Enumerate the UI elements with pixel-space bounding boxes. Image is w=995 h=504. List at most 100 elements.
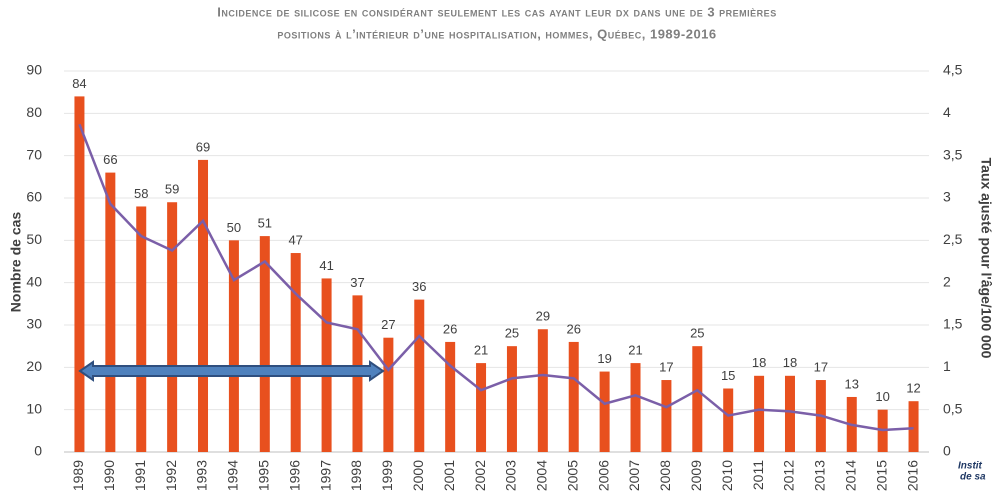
x-tick-label: 1999 [379,460,395,491]
y2-tick-label: 3,5 [943,146,963,162]
x-tick-label: 2013 [812,460,828,491]
bar [445,341,456,452]
line [78,123,914,432]
x-tick-label: 1990 [101,460,117,491]
y2-tick-label: 1,5 [943,316,963,332]
x-tick-label: 2004 [534,460,550,491]
y2-axis-label: Taux ajusté pour l'âge/100 000 [978,158,994,359]
x-tick-label: 1996 [286,460,302,491]
data-label: 41 [319,258,333,273]
bar [506,346,517,452]
y2-tick-label: 0,5 [943,400,963,416]
period-arrow [78,360,385,382]
chart-title: Incidence de silicose en considérant seu… [217,4,776,19]
x-tick-label: 1991 [132,460,148,491]
logo-text: Instit [958,461,983,472]
bar [259,236,270,452]
x-tick-label: 2016 [904,460,920,491]
y-axis-label: Nombre de cas [8,212,24,313]
x-tick-label: 2001 [441,460,457,491]
data-label: 15 [721,368,735,383]
data-label: 26 [566,321,580,336]
y2-tick-label: 0 [943,443,951,459]
x-tick-label: 1994 [225,460,241,491]
y-tick-label: 70 [26,146,42,162]
y-tick-label: 30 [26,316,42,332]
x-tick-label: 2008 [657,460,673,491]
y-tick-label: 60 [26,189,42,205]
data-label: 18 [783,355,797,370]
x-tick-label: 1993 [194,460,210,491]
data-label: 25 [690,326,704,341]
data-label: 27 [381,317,395,332]
bar [537,329,548,452]
x-tick-label: 2015 [873,460,889,491]
y2-tick-label: 4,5 [943,62,963,78]
bar [198,159,209,452]
bar [290,253,301,452]
bar [784,375,795,452]
data-label: 84 [72,76,86,91]
y2-tick-label: 2,5 [943,231,963,247]
y-tick-label: 10 [26,400,42,416]
data-label: 18 [752,355,766,370]
x-tick-label: 1992 [163,460,179,491]
data-label: 29 [536,309,550,324]
chart-title: positions à l’intérieur d’une hospitalis… [277,26,716,41]
bar [74,96,85,453]
data-label: 21 [628,343,642,358]
data-label: 37 [350,275,364,290]
bar [414,299,425,452]
data-label: 13 [845,376,859,391]
y2-tick-label: 2 [943,273,951,289]
data-label: 17 [659,359,673,374]
x-tick-label: 2007 [626,460,642,491]
bar [476,363,487,452]
y2-tick-label: 4 [943,104,951,120]
y-tick-label: 80 [26,104,42,120]
data-label: 47 [288,232,302,247]
bar [908,401,919,452]
x-tick-label: 1989 [70,460,86,491]
data-label: 10 [875,389,889,404]
bar [723,388,734,452]
bar [228,240,239,452]
bar [136,206,147,452]
data-label: 69 [196,139,210,154]
x-tick-label: 2011 [750,460,766,490]
data-label: 59 [165,182,179,197]
x-tick-label: 2005 [564,460,580,491]
data-label: 50 [227,220,241,235]
y-tick-label: 20 [26,358,42,374]
bar [105,172,116,452]
x-tick-label: 2009 [688,460,704,491]
y-tick-label: 50 [26,231,42,247]
y-tick-label: 90 [26,62,42,78]
data-label: 66 [103,152,117,167]
x-tick-label: 2012 [781,460,797,491]
data-label: 58 [134,186,148,201]
x-tick-label: 2000 [410,460,426,491]
x-tick-label: 2010 [719,460,735,491]
x-tick-label: 1998 [348,460,364,491]
x-tick-label: 2002 [472,460,488,491]
bar [167,202,178,452]
y2-tick-label: 3 [943,189,951,205]
data-label: 17 [814,359,828,374]
x-tick-label: 2014 [842,460,858,491]
x-tick-label: 2006 [595,460,611,491]
data-label: 19 [597,351,611,366]
bar [754,375,765,452]
bar [692,346,703,452]
x-tick-label: 1997 [317,460,333,491]
data-label: 12 [906,381,920,396]
data-label: 51 [258,216,272,231]
data-label: 36 [412,279,426,294]
data-label: 25 [505,326,519,341]
bar [383,337,394,452]
x-tick-label: 2003 [503,460,519,491]
bar [599,371,610,452]
data-label: 21 [474,343,488,358]
data-label: 26 [443,321,457,336]
